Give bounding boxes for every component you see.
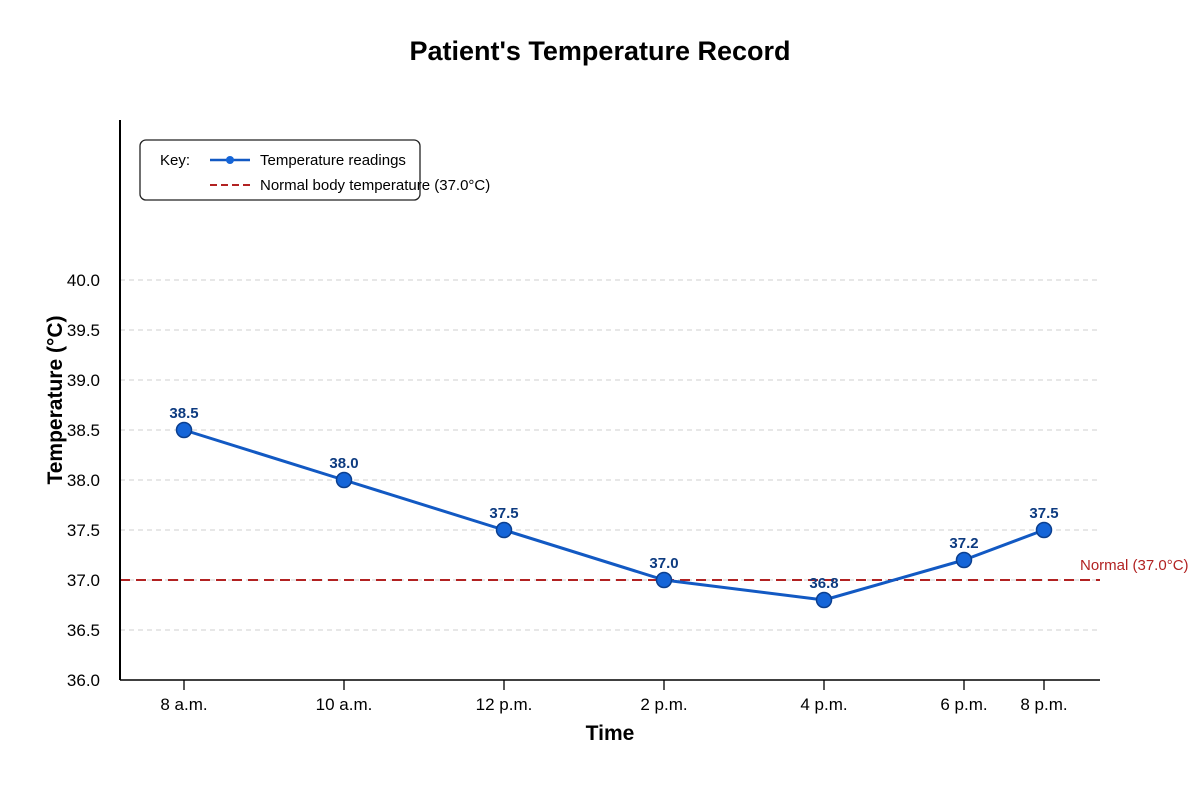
reference-line-group: Normal (37.0°C) — [120, 557, 1189, 581]
y-tick-label: 38.5 — [67, 421, 100, 440]
data-label: 37.5 — [1029, 505, 1058, 522]
data-label: 38.0 — [329, 455, 358, 472]
data-point — [815, 591, 833, 609]
data-point — [175, 421, 193, 439]
y-tick-label: 39.5 — [67, 321, 100, 340]
y-tick-label: 37.0 — [67, 571, 100, 590]
legend-series-label: Temperature readings — [260, 152, 406, 169]
data-label: 37.2 — [949, 535, 978, 552]
x-axis-label: Time — [586, 722, 635, 745]
data-point — [1035, 521, 1053, 539]
data-label: 37.0 — [649, 555, 678, 572]
x-tick-label: 8 p.m. — [1020, 695, 1067, 714]
chart-title: Patient's Temperature Record — [409, 36, 790, 66]
x-tick-label: 10 a.m. — [316, 695, 373, 714]
data-label: 37.5 — [489, 505, 518, 522]
y-tick-labels: 36.0 36.5 37.0 37.5 38.0 38.5 39.0 39.5 40.0 — [67, 271, 100, 690]
legend-title: Key: — [160, 152, 190, 169]
y-tick-label: 36.5 — [67, 621, 100, 640]
gridlines — [120, 279, 1100, 681]
x-tick-label: 6 p.m. — [940, 695, 987, 714]
data-point — [955, 551, 973, 569]
x-tick-labels: 8 a.m. 10 a.m. 12 p.m. 2 p.m. 4 p.m. 6 p.m. 8 … — [160, 680, 1068, 714]
legend: Key: Temperature readings Normal body te… — [139, 139, 490, 201]
x-tick-label: 2 p.m. — [640, 695, 687, 714]
x-tick-label: 4 p.m. — [800, 695, 847, 714]
x-tick-label: 12 p.m. — [476, 695, 533, 714]
y-tick-label: 37.5 — [67, 521, 100, 540]
series-temperature: 38.5 38.0 37.5 37.0 36.8 37.2 37.5 — [169, 405, 1059, 609]
y-tick-label: 36.0 — [67, 671, 100, 690]
y-axis-label: Temperature (°C) — [44, 315, 67, 484]
data-point — [655, 571, 673, 589]
y-tick-label: 40.0 — [67, 271, 100, 290]
data-point — [495, 521, 513, 539]
legend-reference-label: Normal body temperature (37.0°C) — [260, 177, 490, 194]
data-label: 38.5 — [169, 405, 198, 422]
temperature-line — [183, 428, 1045, 602]
y-tick-label: 39.0 — [67, 371, 100, 390]
data-point — [335, 471, 353, 489]
y-tick-label: 38.0 — [67, 471, 100, 490]
normal-temperature-annotation: Normal (37.0°C) — [1080, 557, 1189, 574]
data-label: 36.8 — [809, 575, 838, 592]
x-tick-label: 8 a.m. — [160, 695, 207, 714]
legend-series-marker — [226, 156, 234, 164]
